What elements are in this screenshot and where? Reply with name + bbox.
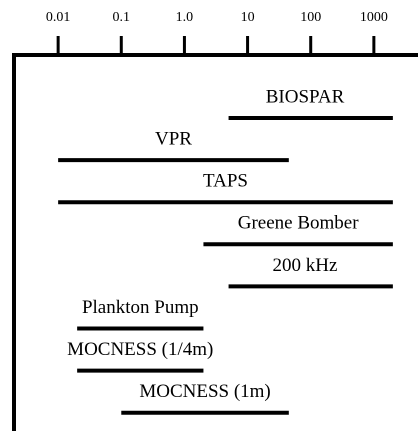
x-tick-label: 0.01 [46, 10, 71, 25]
range-label: 200 kHz [273, 255, 338, 276]
range-label: MOCNESS (1/4m) [67, 339, 213, 360]
range-label: VPR [155, 128, 192, 149]
range-label: Plankton Pump [82, 297, 199, 318]
range-label: Greene Bomber [238, 213, 359, 234]
range-label: BIOSPAR [266, 86, 345, 107]
x-tick-label: 1.0 [176, 10, 194, 25]
x-tick-label: 100 [300, 10, 321, 25]
x-tick-label: 0.1 [113, 10, 131, 25]
range-label: TAPS [203, 171, 248, 192]
x-tick-label: 1000 [360, 10, 388, 25]
range-label: MOCNESS (1m) [139, 381, 270, 402]
x-tick-label: 10 [241, 10, 255, 25]
